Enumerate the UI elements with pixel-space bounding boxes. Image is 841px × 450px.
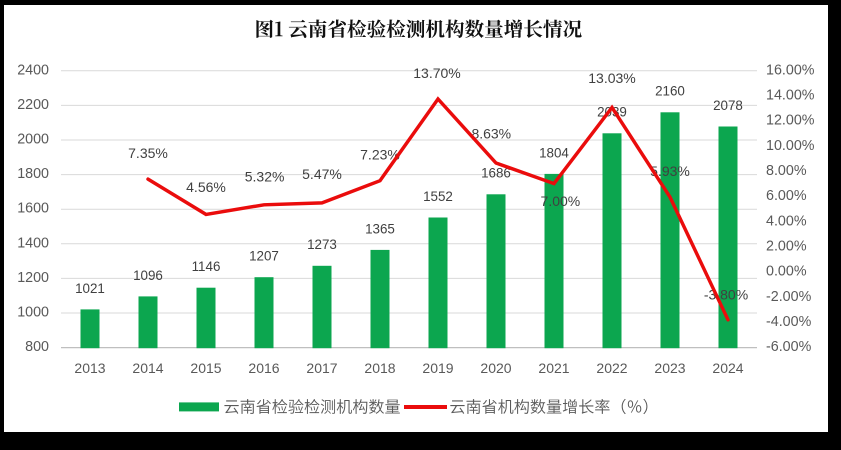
svg-text:12.00%: 12.00% [766,113,815,129]
svg-text:1365: 1365 [365,221,395,236]
svg-text:8.63%: 8.63% [471,125,511,141]
svg-text:5.32%: 5.32% [245,169,285,185]
svg-text:1686: 1686 [481,166,511,181]
svg-text:800: 800 [25,339,49,355]
svg-text:6.00%: 6.00% [766,188,807,204]
svg-text:4.00%: 4.00% [766,213,807,229]
svg-text:1000: 1000 [17,305,49,321]
svg-text:2018: 2018 [364,360,395,376]
svg-text:2015: 2015 [190,360,221,376]
svg-text:16.00%: 16.00% [766,62,815,78]
svg-text:1200: 1200 [17,270,49,286]
svg-text:1021: 1021 [75,281,105,296]
svg-text:2021: 2021 [538,360,569,376]
svg-text:1552: 1552 [423,189,453,204]
svg-text:-2.00%: -2.00% [766,289,812,305]
svg-text:8.00%: 8.00% [766,163,807,179]
svg-text:2016: 2016 [248,360,279,376]
svg-text:2019: 2019 [422,360,453,376]
svg-text:1146: 1146 [192,259,221,274]
svg-text:7.35%: 7.35% [128,145,168,161]
svg-text:2024: 2024 [712,360,743,376]
svg-text:5.93%: 5.93% [650,163,690,179]
svg-text:2013: 2013 [74,360,105,376]
svg-text:2022: 2022 [596,360,627,376]
svg-text:4.56%: 4.56% [186,179,226,195]
svg-text:2017: 2017 [306,360,337,376]
svg-text:2014: 2014 [132,360,163,376]
svg-text:2400: 2400 [17,62,49,78]
svg-text:2160: 2160 [655,84,685,99]
svg-text:0.00%: 0.00% [766,264,807,280]
svg-text:1804: 1804 [539,145,569,160]
svg-text:2020: 2020 [480,360,511,376]
svg-text:1207: 1207 [249,249,279,264]
svg-text:1273: 1273 [307,237,337,252]
svg-text:2000: 2000 [17,132,49,148]
svg-text:2023: 2023 [654,360,685,376]
svg-text:1600: 1600 [17,201,49,217]
svg-text:1400: 1400 [17,235,49,251]
svg-text:2078: 2078 [713,98,743,113]
svg-text:7.23%: 7.23% [360,146,400,162]
svg-text:-3.80%: -3.80% [704,286,748,302]
svg-text:2.00%: 2.00% [766,238,807,254]
svg-text:13.70%: 13.70% [413,65,460,81]
svg-text:1800: 1800 [17,166,49,182]
svg-text:5.47%: 5.47% [302,166,342,182]
svg-text:1096: 1096 [133,268,163,283]
svg-text:13.03%: 13.03% [588,70,635,86]
svg-text:2200: 2200 [17,97,49,113]
svg-text:7.00%: 7.00% [541,193,581,209]
svg-text:14.00%: 14.00% [766,88,815,104]
svg-text:-4.00%: -4.00% [766,314,812,330]
svg-text:-6.00%: -6.00% [766,339,812,355]
svg-text:10.00%: 10.00% [766,138,815,154]
